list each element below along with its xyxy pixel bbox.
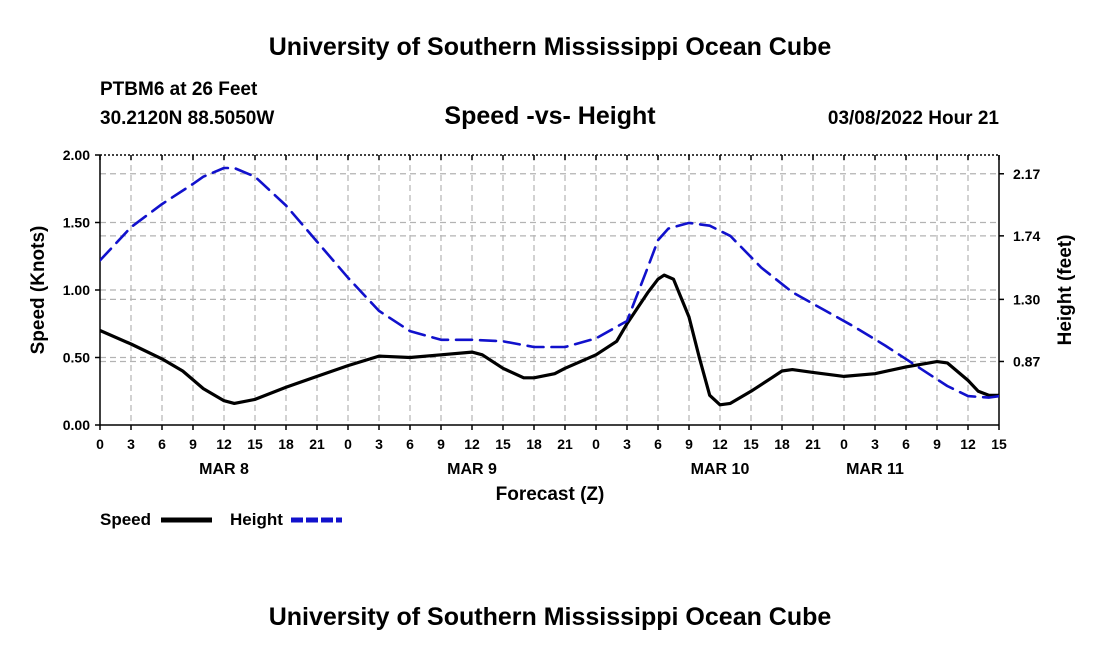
- series-line-speed: [100, 273, 999, 407]
- x-tick-label: 15: [247, 436, 263, 452]
- x-tick-label: 21: [557, 436, 573, 452]
- series-line-height: [100, 166, 999, 399]
- y2-axis-label: Height (feet): [1055, 235, 1076, 346]
- station-coordinates: 30.2120N 88.5050W: [100, 108, 274, 129]
- y-tick-label: 1.50: [63, 215, 90, 231]
- y2-tick-label: 1.74: [1013, 228, 1040, 244]
- chart-main-title: University of Southern Mississippi Ocean…: [269, 33, 832, 61]
- x-tick-label: 6: [654, 436, 662, 452]
- x-tick-label: 18: [278, 436, 294, 452]
- station-name: PTBM6 at 26 Feet: [100, 79, 258, 100]
- x-tick-label: 6: [902, 436, 910, 452]
- x-tick-label: 0: [96, 436, 104, 452]
- x-tick-label: 9: [685, 436, 693, 452]
- x-tick-label: 21: [309, 436, 325, 452]
- date-label: MAR 9: [447, 461, 497, 478]
- y2-tick-label: 2.17: [1013, 166, 1040, 182]
- forecast-datetime: 03/08/2022 Hour 21: [828, 108, 1000, 129]
- x-tick-label: 12: [712, 436, 728, 452]
- x-tick-label: 3: [871, 436, 879, 452]
- x-tick-label: 9: [189, 436, 197, 452]
- date-label: MAR 10: [691, 461, 750, 478]
- y2-tick-label: 1.30: [1013, 291, 1040, 307]
- x-tick-label: 21: [805, 436, 821, 452]
- x-tick-label: 15: [991, 436, 1007, 452]
- x-tick-label: 3: [623, 436, 631, 452]
- x-tick-label: 18: [774, 436, 790, 452]
- x-tick-label: 18: [526, 436, 542, 452]
- x-tick-label: 12: [960, 436, 976, 452]
- x-tick-label: 0: [592, 436, 600, 452]
- date-label: MAR 11: [846, 461, 904, 478]
- footer-title: University of Southern Mississippi Ocean…: [269, 603, 832, 631]
- x-tick-label: 12: [464, 436, 480, 452]
- x-tick-label: 9: [437, 436, 445, 452]
- date-label: MAR 8: [199, 461, 249, 478]
- x-tick-label: 6: [406, 436, 414, 452]
- series-layer: [100, 166, 999, 407]
- x-tick-label: 0: [840, 436, 848, 452]
- x-tick-label: 3: [127, 436, 135, 452]
- chart-subtitle: Speed -vs- Height: [444, 102, 656, 130]
- plot-axes: 0 3 6 9 12 15 18 21 0 3 6 9 12 15 18 21 0 3 6 9 12 15 18 21 0 3 6 9…: [63, 147, 1041, 478]
- legend-label-speed: Speed: [100, 510, 151, 529]
- chart-legend: Speed Height: [100, 510, 342, 529]
- y-tick-label: 0.50: [63, 350, 90, 366]
- y2-tick-label: 0.87: [1013, 353, 1040, 369]
- grid-lines: [100, 155, 999, 425]
- x-tick-label: 15: [743, 436, 759, 452]
- x-tick-label: 3: [375, 436, 383, 452]
- x-tick-label: 12: [216, 436, 232, 452]
- x-tick-label: 6: [158, 436, 166, 452]
- x-axis-label: Forecast (Z): [496, 484, 605, 505]
- legend-label-height: Height: [230, 510, 283, 529]
- y-tick-label: 0.00: [63, 417, 90, 433]
- x-tick-label: 9: [933, 436, 941, 452]
- x-tick-label: 15: [495, 436, 511, 452]
- x-tick-label: 0: [344, 436, 352, 452]
- y-tick-label: 2.00: [63, 147, 90, 163]
- y-tick-label: 1.00: [63, 282, 90, 298]
- y-axis-label: Speed (Knots): [28, 226, 49, 355]
